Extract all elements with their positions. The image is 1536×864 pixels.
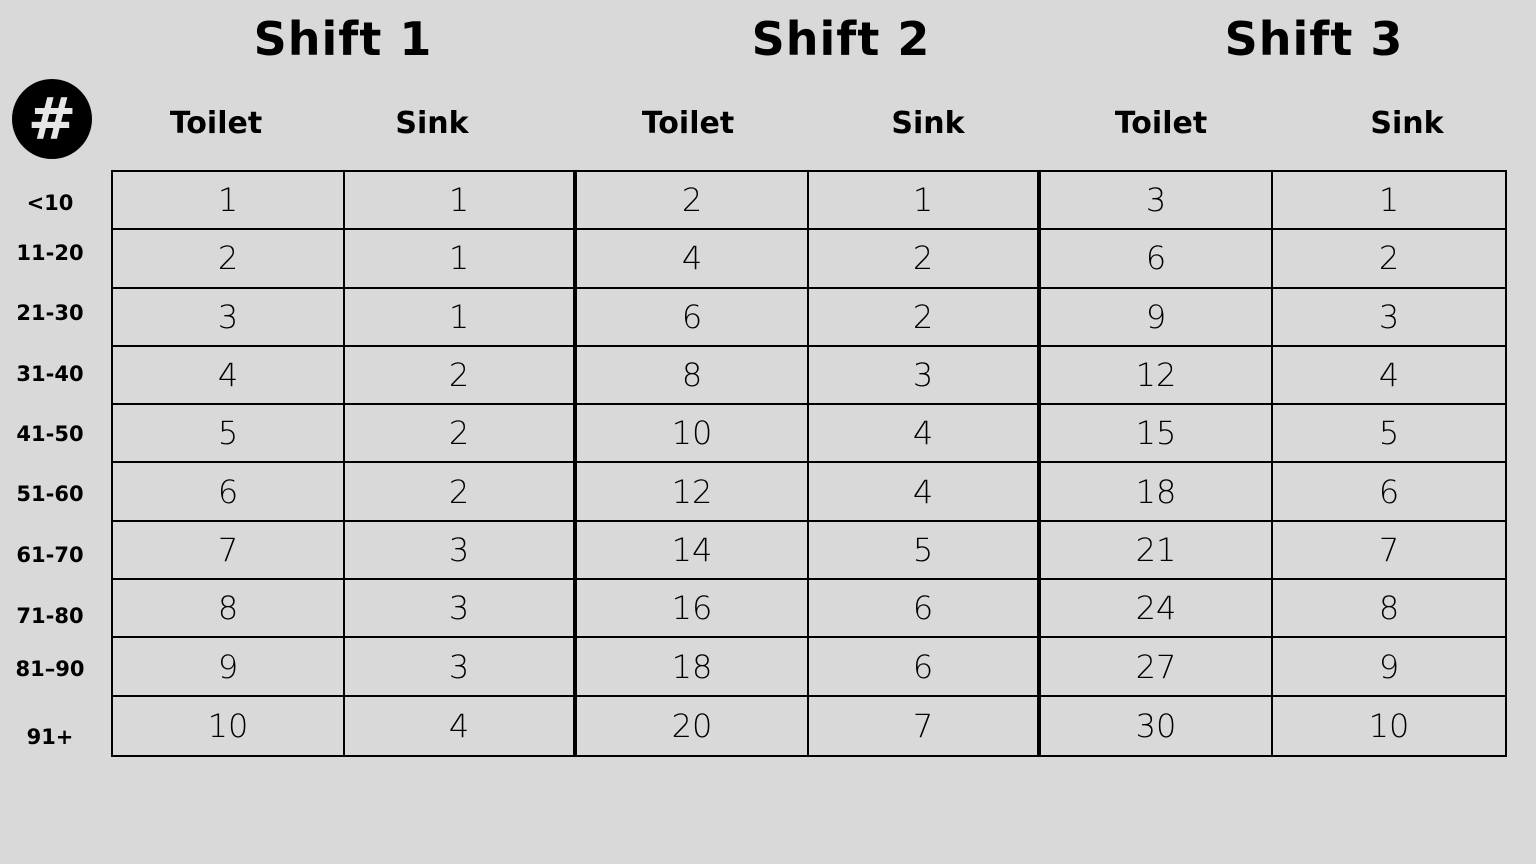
- table-cell: 5: [809, 521, 1041, 581]
- table-cell: 1: [809, 172, 1041, 231]
- column-header-sink: Sink: [1370, 106, 1444, 141]
- table-cell: 8: [577, 346, 809, 406]
- table-cell: 7: [809, 696, 1041, 755]
- table-cell: 3: [345, 638, 577, 697]
- table-cell: 3: [113, 288, 345, 347]
- row-label: 61-70: [16, 543, 84, 567]
- table-cell: 20: [577, 696, 809, 755]
- column-header-toilet: Toilet: [641, 106, 735, 141]
- shift-2-title: Shift 2: [751, 12, 931, 66]
- table-cell: 2: [809, 230, 1041, 289]
- table-cell: 4: [113, 346, 345, 406]
- table-cell: 9: [113, 638, 345, 697]
- table-cell: 3: [345, 580, 577, 639]
- row-label: 51-60: [16, 482, 84, 506]
- table-cell: 2: [809, 288, 1041, 347]
- table-cell: 5: [1273, 405, 1505, 464]
- table-cell: 7: [1273, 522, 1505, 581]
- table-cell: 6: [1041, 230, 1273, 289]
- table-cell: 2: [1273, 230, 1505, 289]
- table-cell: 3: [1273, 289, 1505, 347]
- table-cell: 1: [345, 288, 577, 347]
- table-cell: 12: [1041, 346, 1273, 406]
- table-cell: 4: [1273, 347, 1505, 406]
- table-cell: 21: [1041, 521, 1273, 581]
- row-label: 21-30: [16, 301, 84, 325]
- row-label: <10: [26, 191, 74, 215]
- table-cell: 3: [345, 521, 577, 581]
- shift-1-title: Shift 1: [253, 12, 433, 66]
- row-label: 71-80: [16, 604, 84, 628]
- table-cell: 6: [577, 288, 809, 347]
- table-cell: 27: [1041, 638, 1273, 697]
- table-cell: 2: [113, 230, 345, 289]
- hash-icon: #: [12, 79, 92, 159]
- column-header-sink: Sink: [395, 106, 469, 141]
- table-cell: 8: [113, 580, 345, 639]
- table-cell: 6: [809, 638, 1041, 697]
- table-cell: 16: [577, 580, 809, 639]
- table-cell: 12: [577, 463, 809, 522]
- table-cell: 4: [577, 230, 809, 289]
- table-cell: 15: [1041, 405, 1273, 464]
- table-cell: 1: [113, 172, 345, 231]
- table-cell: 2: [345, 463, 577, 522]
- table-cell: 10: [1368, 706, 1410, 745]
- table-cell: 6: [113, 463, 345, 522]
- table-cell: 3: [1041, 172, 1273, 231]
- table-cell: 4: [345, 696, 577, 755]
- shift-3-title: Shift 3: [1224, 12, 1404, 66]
- column-header-toilet: Toilet: [169, 106, 263, 141]
- table-cell: 10: [577, 405, 809, 464]
- table-cell: 14: [577, 521, 809, 581]
- table-cell: 5: [113, 405, 345, 464]
- table-cell: 1: [1273, 172, 1505, 231]
- table-cell: 4: [809, 405, 1041, 464]
- table-cell: 9: [1273, 638, 1505, 697]
- fixture-table: 1 1 2 1 3 1 2 1 4 2 6 2 3 1 6 2 9 3 4 2 8 3 12 4 5 2 10 4 15 5 6 2 12 4 18…: [111, 170, 1507, 757]
- table-cell: 7: [113, 521, 345, 581]
- table-cell: 1: [345, 230, 577, 289]
- table-cell: 6: [1273, 463, 1505, 522]
- table-cell: 2: [345, 346, 577, 406]
- row-label: 31-40: [16, 362, 84, 386]
- row-label: 81–90: [15, 657, 85, 681]
- column-header-toilet: Toilet: [1114, 106, 1208, 141]
- table-cell: 30: [1041, 696, 1273, 755]
- table-cell: 4: [809, 463, 1041, 522]
- table-cell: 8: [1273, 580, 1505, 639]
- table-cell: 9: [1041, 288, 1273, 347]
- row-label: 91+: [26, 725, 74, 749]
- row-label: 41-50: [16, 422, 84, 446]
- table-cell: 1: [345, 172, 577, 231]
- table-cell: 3: [809, 346, 1041, 406]
- table-cell: 24: [1041, 580, 1273, 639]
- table-cell: 2: [345, 405, 577, 464]
- table-cell: 10: [113, 696, 345, 755]
- row-label: 11-20: [16, 241, 84, 265]
- table-cell: 18: [577, 638, 809, 697]
- table-cell: 6: [809, 580, 1041, 639]
- table-cell: 2: [577, 172, 809, 231]
- table-cell: 18: [1041, 463, 1273, 522]
- column-header-sink: Sink: [891, 106, 965, 141]
